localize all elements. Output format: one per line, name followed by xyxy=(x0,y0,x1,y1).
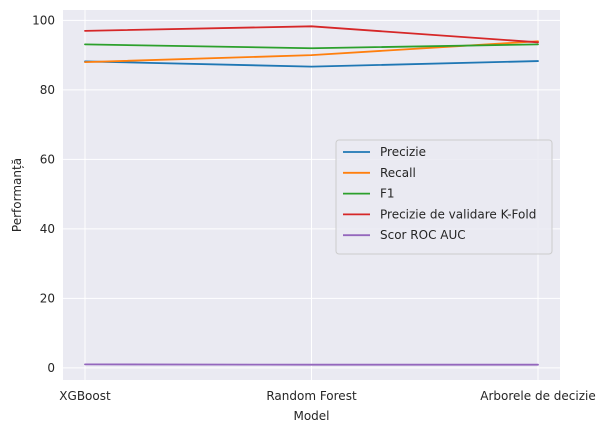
legend: Precizie Recall F1 Precizie de validare K-F… xyxy=(335,139,553,255)
legend-entry: Precizie xyxy=(380,145,426,159)
legend-entry: Precizie de validare K-Fold xyxy=(380,207,536,221)
legend-frame xyxy=(335,139,553,255)
y-axis-label: Performanță xyxy=(10,158,24,232)
series-line-f1 xyxy=(84,43,539,50)
series-line-precizie xyxy=(84,60,539,68)
x-tick-labels: XGBoost Random Forest Arborele de decizie xyxy=(59,389,595,403)
y-tick-labels: 0 20 40 60 80 100 xyxy=(32,13,55,374)
y-tick-label: 60 xyxy=(40,152,55,166)
x-tick-label: XGBoost xyxy=(59,389,111,403)
y-tick-label: 20 xyxy=(40,291,55,305)
x-tick-label: Arborele de decizie xyxy=(480,389,595,403)
series-lines xyxy=(84,25,539,366)
x-tick-label: Random Forest xyxy=(266,389,357,403)
y-tick-label: 80 xyxy=(40,83,55,97)
legend-entry: Scor ROC AUC xyxy=(380,228,466,242)
y-tick-label: 100 xyxy=(32,13,55,27)
x-axis-label: Model xyxy=(293,409,329,423)
legend-entry: Recall xyxy=(380,166,416,180)
y-tick-label: 0 xyxy=(47,361,55,375)
legend-entry: F1 xyxy=(380,187,395,201)
y-tick-label: 40 xyxy=(40,222,55,236)
grid xyxy=(63,10,560,380)
series-line-precizie-de-validare-k-fold xyxy=(84,25,539,44)
